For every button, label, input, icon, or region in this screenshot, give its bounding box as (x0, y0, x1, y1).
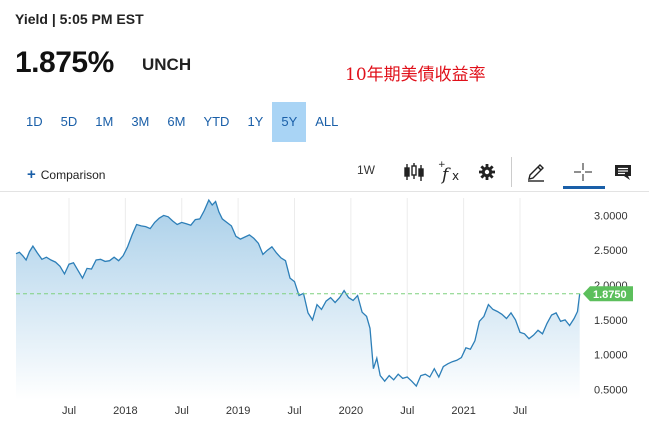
comparison-label: Comparison (40, 168, 106, 182)
pencil-icon[interactable] (523, 159, 549, 185)
x-tick-label: 2018 (113, 405, 137, 417)
time-range-selector: 1D 5D 1M 3M 6M YTD 1Y 5Y ALL (17, 102, 347, 142)
last-value-badge: 1.8750 (583, 286, 633, 302)
x-tick-label: 2020 (339, 405, 363, 417)
last-price: 1.875% (15, 46, 114, 79)
svg-text:+: + (438, 160, 446, 170)
x-tick-label: Jul (287, 405, 301, 417)
x-tick-label: 2019 (226, 405, 250, 417)
svg-text:f: f (440, 165, 451, 184)
y-tick-label: 2.5000 (594, 245, 628, 257)
range-all-button[interactable]: ALL (315, 114, 339, 129)
x-tick-label: 2021 (451, 405, 475, 417)
crosshair-icon[interactable] (570, 159, 596, 185)
y-tick-label: 1.0000 (594, 350, 628, 362)
range-1y-button[interactable]: 1Y (247, 114, 264, 129)
crosshair-active-indicator (563, 186, 605, 189)
range-5y-button[interactable]: 5Y (272, 102, 307, 142)
range-1d-button[interactable]: 1D (26, 114, 43, 129)
chart-top-border (0, 191, 649, 192)
range-3m-button[interactable]: 3M (131, 114, 150, 129)
studies-fx-icon[interactable]: + f x (437, 159, 463, 185)
series-area (16, 200, 580, 400)
range-5d-button[interactable]: 5D (60, 114, 78, 129)
gear-icon[interactable] (474, 159, 500, 185)
candlestick-icon[interactable] (401, 159, 427, 185)
chart-annotation: 10年期美債收益率 (345, 65, 486, 85)
comparison-button[interactable]: + Comparison (27, 166, 105, 183)
x-tick-label: Jul (513, 405, 527, 417)
plus-icon: + (27, 166, 36, 183)
chart-toolbar: + Comparison 1W + f x (0, 155, 649, 189)
range-ytd-button[interactable]: YTD (203, 114, 230, 129)
range-1m-button[interactable]: 1M (95, 114, 114, 129)
y-tick-label: 0.5000 (594, 385, 628, 397)
toolbar-divider (511, 157, 512, 187)
quote-header-label: Yield | 5:05 PM EST (15, 11, 144, 27)
y-tick-label: 3.0000 (594, 210, 628, 222)
news-comment-icon[interactable] (610, 159, 636, 185)
y-tick-label: 1.5000 (594, 315, 628, 327)
series-line (15, 198, 581, 388)
svg-text:x: x (452, 169, 459, 183)
x-tick-label: Jul (62, 405, 76, 417)
price-change: UNCH (142, 55, 192, 74)
interval-button[interactable]: 1W (357, 163, 375, 177)
x-tick-label: Jul (400, 405, 414, 417)
last-value-label: 1.8750 (593, 289, 627, 301)
x-tick-label: Jul (175, 405, 189, 417)
range-6m-button[interactable]: 6M (167, 114, 186, 129)
